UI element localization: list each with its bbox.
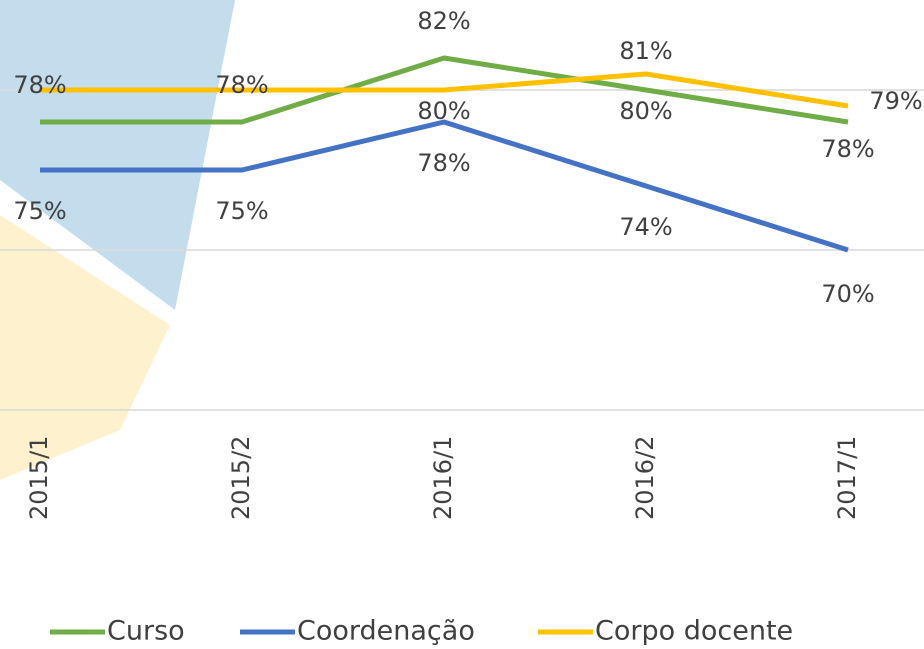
x-tick-label: 2016/2: [631, 436, 659, 520]
data-label: 70%: [821, 280, 874, 308]
background-decoration: [0, 0, 235, 480]
series-line: [40, 71, 849, 109]
legend-label: Coordenação: [297, 616, 475, 647]
data-label: 78%: [417, 149, 470, 177]
data-label: 80%: [619, 97, 672, 125]
data-label: 75%: [13, 197, 66, 225]
x-tick-label: 2015/2: [227, 436, 255, 520]
data-label: 75%: [215, 197, 268, 225]
x-tick-label: 2017/1: [833, 436, 861, 520]
data-label: 78%: [215, 71, 268, 99]
legend-label: Corpo docente: [595, 616, 793, 647]
series-line: [40, 119, 849, 253]
data-label: 78%: [821, 135, 874, 163]
data-label: 78%: [13, 71, 66, 99]
data-label: 82%: [417, 7, 470, 35]
x-tick-label: 2015/1: [25, 436, 53, 520]
data-label: 81%: [619, 37, 672, 65]
data-label: 74%: [619, 213, 672, 241]
legend-label: Curso: [107, 616, 185, 647]
data-label: 80%: [417, 97, 470, 125]
series-line: [40, 55, 849, 125]
data-label: 79%: [869, 87, 922, 115]
x-tick-label: 2016/1: [429, 436, 457, 520]
